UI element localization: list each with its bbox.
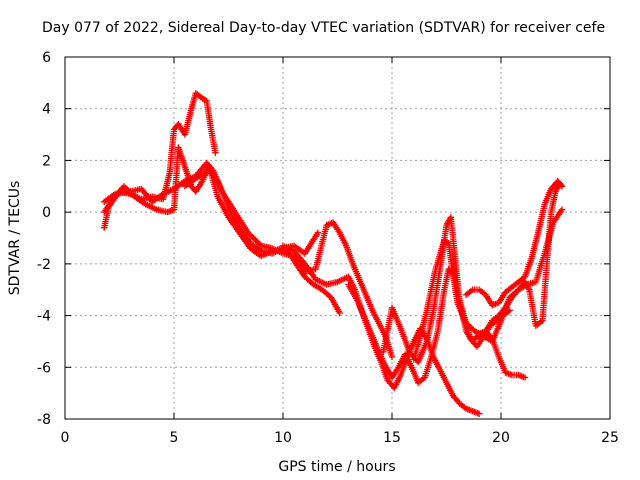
series-track-10 <box>476 180 564 342</box>
x-tick-label: 15 <box>383 430 401 446</box>
series-markers <box>380 214 529 381</box>
x-tick-label: 5 <box>170 430 179 446</box>
series-track-2 <box>101 144 322 260</box>
x-tick-label: 10 <box>274 430 292 446</box>
series-layer <box>101 90 566 417</box>
y-tick-label: 6 <box>42 50 51 66</box>
series-markers <box>476 180 564 342</box>
y-tick-label: -6 <box>37 360 51 376</box>
x-tick-label: 20 <box>492 430 510 446</box>
y-axis-label: SDTVAR / TECUs <box>7 181 23 296</box>
series-markers <box>101 159 396 361</box>
series-markers <box>101 144 322 260</box>
y-tick-label: 4 <box>42 102 51 118</box>
y-tick-label: 0 <box>42 205 51 221</box>
x-tick-label: 0 <box>61 430 70 446</box>
x-tick-label: 25 <box>601 430 619 446</box>
x-axis-label: GPS time / hours <box>278 459 395 475</box>
plot-frame <box>64 56 611 420</box>
y-tick-label: -8 <box>37 412 51 428</box>
series-markers <box>181 167 343 317</box>
tick-marks <box>64 56 611 420</box>
series-track-3 <box>101 159 396 361</box>
series-track-9 <box>462 177 566 309</box>
y-tick-label: -4 <box>37 309 51 325</box>
chart-title: Day 077 of 2022, Sidereal Day-to-day VTE… <box>42 20 605 36</box>
y-tick-label: 2 <box>42 153 51 169</box>
series-track-4 <box>181 167 343 317</box>
series-markers <box>462 177 566 309</box>
y-tick-label: -2 <box>37 257 51 273</box>
y-tick-labels: -8 -6 -4 -2 0 2 4 6 <box>37 50 51 428</box>
series-track-7 <box>380 214 529 381</box>
gridlines <box>65 57 610 419</box>
x-tick-labels: 0 5 10 15 20 25 <box>61 430 619 446</box>
